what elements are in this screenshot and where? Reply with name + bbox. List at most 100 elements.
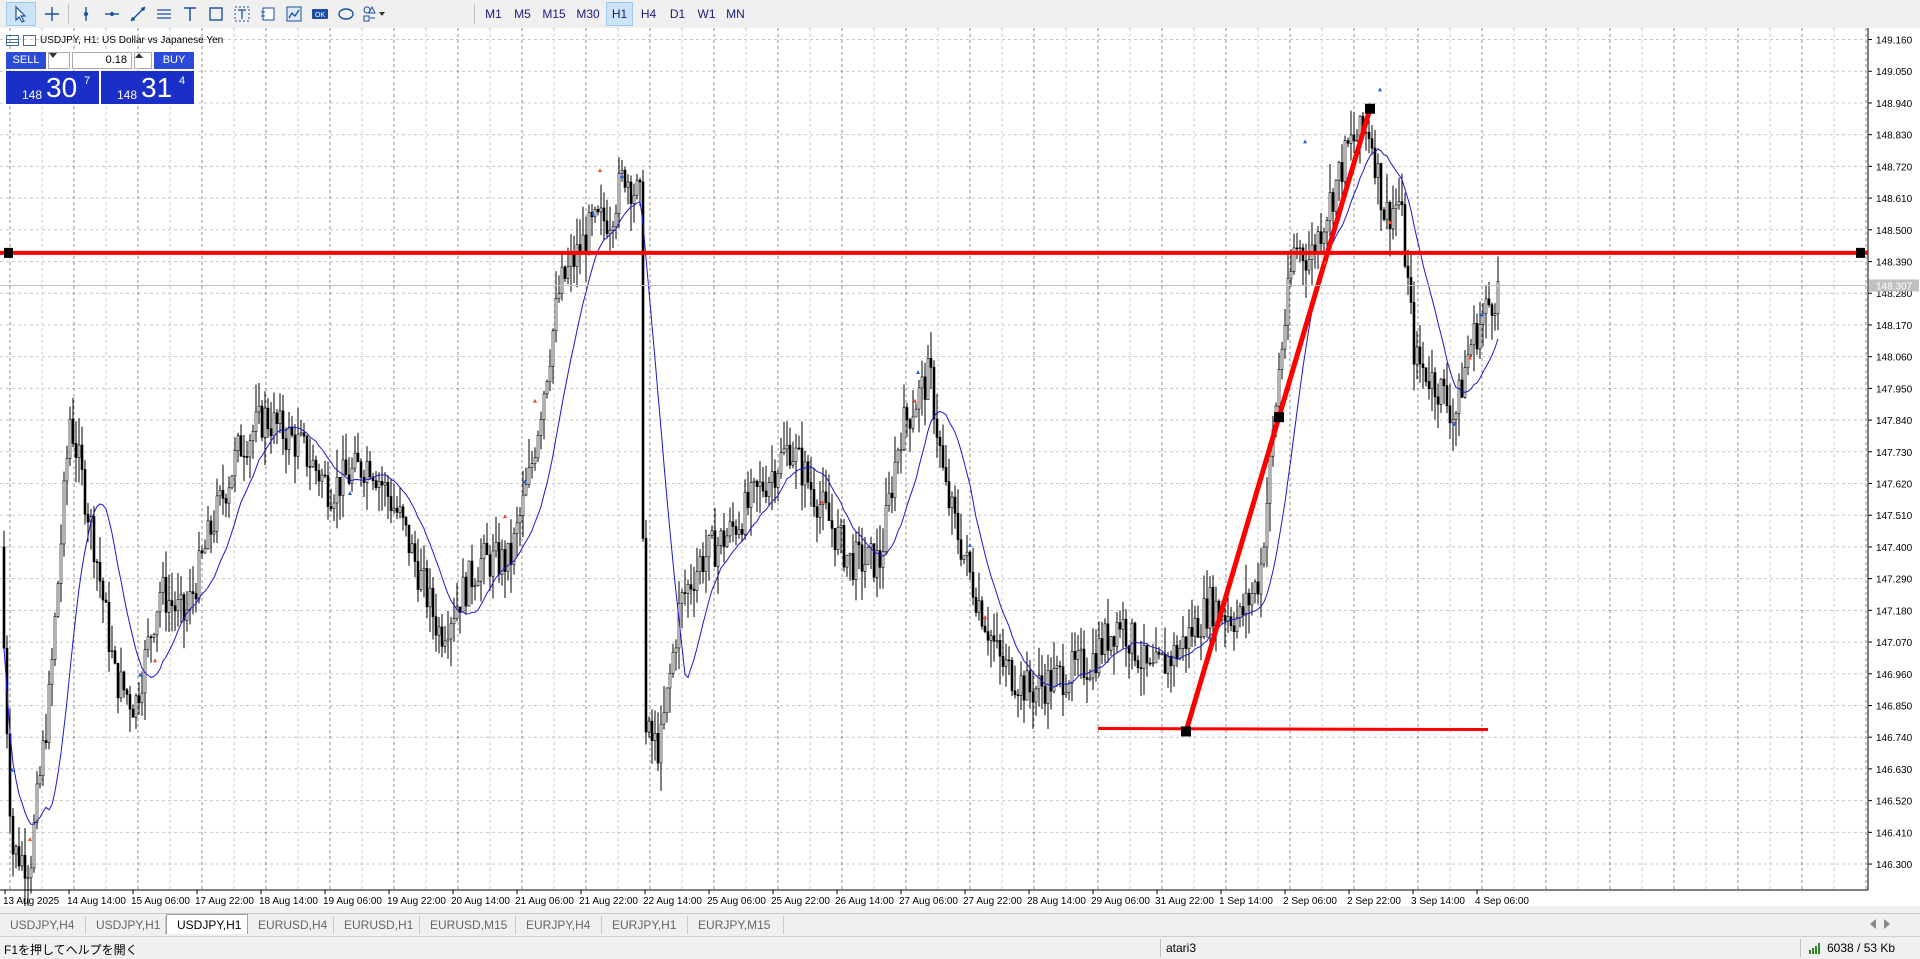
chart-edit-icon[interactable] [23, 35, 36, 46]
candle-body [479, 558, 483, 582]
candle-body [902, 407, 906, 450]
candle-body [11, 815, 15, 855]
candle-body [1028, 670, 1032, 693]
candle-body [1487, 298, 1491, 306]
chart-menu-icon[interactable] [6, 35, 19, 46]
rectangle-tool-icon[interactable] [204, 2, 228, 26]
lot-stepper[interactable] [134, 52, 152, 69]
candle-body [335, 477, 339, 504]
chart-tab[interactable]: EURUSD,H4 [248, 916, 334, 934]
candle-body [1031, 691, 1035, 703]
candle-body [965, 551, 969, 557]
candle-body [371, 476, 375, 481]
candle-body [1490, 304, 1494, 316]
timeframe-m30[interactable]: M30 [576, 7, 600, 21]
chart-tab[interactable]: EURJPY,H4 [516, 916, 602, 934]
timeframe-m5[interactable]: M5 [514, 7, 531, 21]
chart-tab[interactable]: EURJPY,H1 [602, 916, 688, 934]
chart-tab[interactable]: USDJPY,H1 [166, 914, 248, 934]
candle-body [545, 381, 549, 395]
chart-tab[interactable]: EURUSD,H1 [334, 916, 420, 934]
candle-body [227, 487, 231, 504]
sell-price-box[interactable]: 148 30 7 [6, 71, 100, 104]
candle-body [44, 740, 48, 743]
candle-body [1373, 147, 1377, 178]
buy-price-box[interactable]: 148 31 4 [101, 71, 194, 104]
candle-body [1193, 617, 1197, 637]
time-label: 17 Aug 22:00 [195, 896, 254, 906]
vertical-line-tool-icon[interactable] [74, 2, 98, 26]
timeframe-h1[interactable]: H1 [606, 2, 633, 26]
buy-button[interactable]: BUY [154, 52, 194, 69]
timeframe-d1[interactable]: D1 [669, 7, 686, 21]
tabs-scroll-right-icon[interactable] [1884, 919, 1890, 929]
candle-body [1328, 192, 1332, 221]
candle-body [527, 467, 531, 485]
chart-tab[interactable]: EURJPY,M15 [688, 916, 784, 934]
text-tool-icon[interactable] [178, 2, 202, 26]
time-label: 18 Aug 14:00 [259, 896, 318, 906]
price-label: 148.280 [1876, 289, 1913, 300]
candle-body [560, 266, 564, 294]
candle-body [491, 550, 495, 577]
text-label-tool-icon[interactable] [230, 2, 254, 26]
signal-arrow-icon [523, 479, 527, 484]
buy-price-sup: 4 [179, 75, 186, 87]
candle-body [779, 452, 783, 474]
cursor-tool-icon[interactable] [6, 2, 36, 26]
sell-button[interactable]: SELL [6, 52, 46, 69]
candle-body [239, 435, 243, 457]
candle-body [170, 600, 174, 606]
candle-body [890, 492, 894, 499]
shapes-menu-icon[interactable] [360, 2, 390, 26]
chart-window-icon[interactable] [282, 2, 306, 26]
candle-body [401, 506, 405, 518]
candle-body [977, 600, 981, 613]
candle-body [1175, 644, 1179, 659]
candle-body [404, 517, 408, 526]
candle-body [197, 550, 201, 600]
candle-body [1034, 688, 1038, 703]
timeframe-w1[interactable]: W1 [697, 7, 716, 21]
lot-dropdown-button[interactable] [48, 52, 70, 69]
candle-body [743, 492, 747, 535]
chart-area[interactable]: 149.160 149.050 148.940 148.830 148.720 148.6… [0, 28, 1920, 906]
timeframe-m15[interactable]: M15 [542, 7, 566, 21]
channel-tool-icon[interactable] [152, 2, 176, 26]
timeframe-h4[interactable]: H4 [640, 7, 657, 21]
candle-body [1100, 638, 1104, 655]
candle-body [8, 733, 12, 817]
window-icon[interactable] [256, 2, 280, 26]
candle-body [299, 432, 303, 435]
chart-tab[interactable]: USDJPY,H4 [0, 916, 86, 934]
chart-tab[interactable]: USDJPY,H1 [86, 916, 166, 934]
candle-body [392, 507, 396, 511]
candle-body [1235, 617, 1239, 632]
timeframe-mn[interactable]: MN [726, 7, 745, 21]
crosshair-tool-icon[interactable] [40, 2, 64, 26]
candle-body [1067, 683, 1071, 693]
lot-size-input[interactable]: 0.18 [72, 52, 132, 69]
candle-body [254, 411, 258, 432]
tabs-scroll-left-icon[interactable] [1870, 919, 1876, 929]
trendline-tool-icon[interactable] [126, 2, 150, 26]
candle-body [812, 489, 816, 507]
price-chart[interactable]: 149.160 149.050 148.940 148.830 148.720 148.6… [0, 28, 1920, 906]
candle-body [968, 551, 972, 573]
chart-tab[interactable]: EURUSD,M15 [420, 916, 516, 934]
candle-body [1112, 636, 1116, 647]
candle-body [146, 636, 150, 651]
horizontal-line-tool-icon[interactable] [100, 2, 124, 26]
candle-body [1400, 201, 1404, 205]
candle-body [425, 568, 429, 608]
candle-body [1130, 622, 1134, 654]
candle-body [1280, 348, 1284, 370]
candle-body [1349, 134, 1353, 144]
ok-button-icon[interactable]: OK [308, 2, 332, 26]
ellipse-tool-icon[interactable] [334, 2, 358, 26]
time-label: 4 Sep 06:00 [1475, 896, 1529, 906]
candle-body [356, 452, 360, 463]
candle-body [767, 482, 771, 498]
current-price-label: 148.307 [1876, 281, 1913, 292]
timeframe-m1[interactable]: M1 [485, 7, 502, 21]
